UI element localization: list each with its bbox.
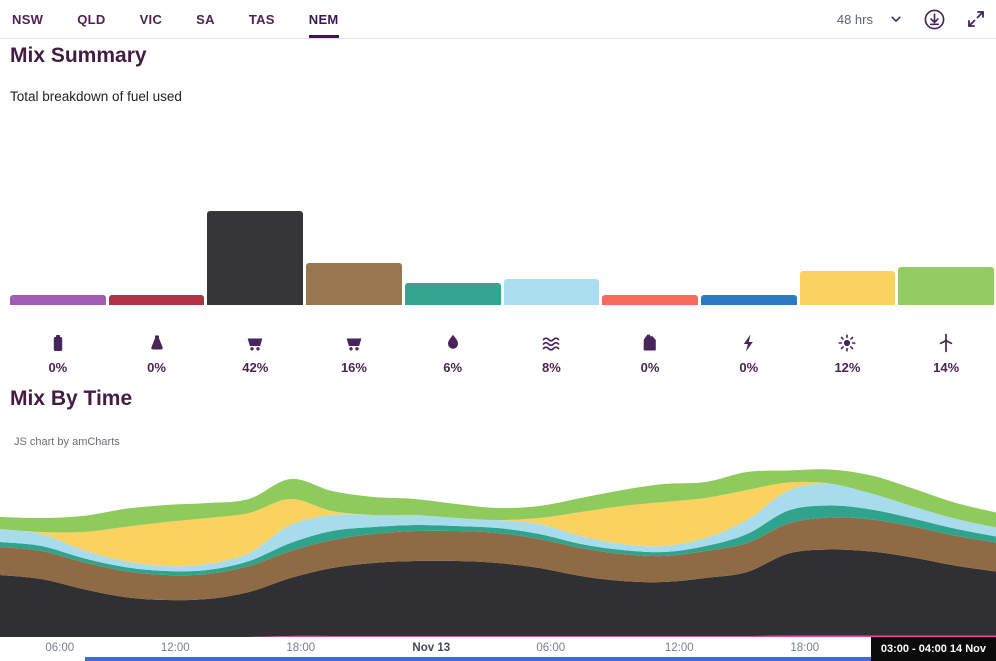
fuel-percent-battery: 0% — [48, 360, 68, 375]
fuel-barwrap — [207, 211, 304, 305]
area-series-hydro[interactable] — [0, 483, 996, 572]
chart-scrollbar[interactable] — [85, 657, 996, 661]
fuel-bar-biomass[interactable] — [108, 295, 205, 305]
water-icon — [541, 333, 561, 353]
fuel-barwrap — [898, 211, 995, 305]
tab-vic[interactable]: VIC — [139, 11, 163, 27]
header: NSW QLD VIC SA TAS NEM 48 hrs — [0, 0, 996, 39]
fuel-bar-liquid-fuel[interactable] — [602, 295, 698, 305]
fuel-bar-gas[interactable] — [404, 283, 501, 305]
coal-cart-icon — [344, 333, 364, 353]
fuel-column-hydro: 8% — [503, 211, 600, 375]
fuel-barwrap — [404, 211, 501, 305]
download-icon — [924, 9, 945, 29]
axis-tick-12-00: 12:00 — [160, 642, 190, 654]
range-selector[interactable]: 48 hrs — [837, 12, 903, 27]
axis-tick-18-00: 18:00 — [286, 642, 316, 654]
fuel-can-icon — [640, 333, 660, 353]
area-series-wind[interactable] — [0, 469, 996, 533]
fuel-column-gas: 6% — [404, 211, 501, 375]
area-series-black-coal[interactable] — [0, 549, 996, 637]
fuel-percent-other: 0% — [739, 360, 759, 375]
fuel-column-battery: 0% — [10, 211, 106, 375]
axis-tick-06-00: 06:00 — [45, 642, 75, 654]
fuel-percent-liquid-fuel: 0% — [640, 360, 660, 375]
fuel-percent-gas: 6% — [443, 360, 463, 375]
fuel-column-liquid-fuel: 0% — [602, 211, 698, 375]
fuel-bar-battery[interactable] — [10, 295, 106, 305]
range-value: 48 hrs — [836, 11, 873, 27]
fuel-percent-hydro: 8% — [541, 360, 561, 375]
fuel-column-brown-coal: 16% — [306, 211, 402, 375]
download-button[interactable] — [923, 8, 946, 31]
fuel-percent-biomass: 0% — [147, 360, 166, 375]
mix-summary-title: Mix Summary — [10, 44, 147, 67]
fuel-column-wind: 14% — [898, 211, 995, 375]
tab-nsw[interactable]: NSW — [12, 11, 44, 27]
header-actions: 48 hrs — [837, 0, 996, 38]
sun-icon — [837, 333, 857, 353]
fuel-percent-solar: 12% — [834, 360, 861, 375]
tab-sa[interactable]: SA — [196, 11, 215, 27]
fuel-barwrap — [306, 211, 402, 305]
fuel-column-black-coal: 42% — [207, 211, 304, 375]
fuel-percent-black-coal: 42% — [242, 360, 269, 375]
fuel-barwrap — [503, 211, 600, 305]
axis-tick-nov-13: Nov 13 — [412, 642, 451, 654]
fuel-barwrap — [108, 211, 205, 305]
fuel-barwrap — [602, 211, 698, 305]
fuel-bar-hydro[interactable] — [503, 279, 600, 305]
turbine-icon — [936, 333, 956, 353]
chevron-down-icon — [891, 16, 901, 22]
flame-icon — [443, 333, 463, 353]
tab-nem[interactable]: NEM — [308, 0, 339, 38]
header-tabs: NSW QLD VIC SA TAS NEM — [0, 0, 339, 38]
fuel-bar-wind[interactable] — [898, 267, 995, 305]
fuel-bar-other[interactable] — [700, 295, 797, 305]
amcharts-watermark[interactable]: JS chart by amCharts — [14, 436, 120, 448]
area-series-solar[interactable] — [0, 481, 996, 567]
fuel-column-biomass: 0% — [108, 211, 205, 375]
fuel-bar-black-coal[interactable] — [207, 211, 304, 305]
mix-by-time-title: Mix By Time — [10, 387, 133, 410]
fuel-column-other: 0% — [700, 211, 797, 375]
fuel-barwrap — [799, 211, 896, 305]
expand-icon — [968, 11, 984, 27]
fuel-column-solar: 12% — [799, 211, 896, 375]
mix-summary-chart: 0% 0% 42% 16% 6% 8% 0% 0% 12% 14% — [10, 211, 995, 375]
tab-qld[interactable]: QLD — [77, 11, 106, 27]
fuel-barwrap — [700, 211, 797, 305]
axis-tick-06-00: 06:00 — [536, 642, 566, 654]
axis-tick-18-00: 18:00 — [790, 642, 820, 654]
expand-button[interactable] — [966, 9, 986, 29]
area-series-battery[interactable] — [0, 635, 996, 637]
bolt-icon — [739, 333, 759, 353]
axis-tick-12-00: 12:00 — [664, 642, 694, 654]
coal-cart-icon — [245, 333, 265, 353]
tab-tas[interactable]: TAS — [248, 11, 275, 27]
flask-icon — [147, 333, 167, 353]
fuel-bar-brown-coal[interactable] — [306, 263, 402, 305]
mix-by-time-chart[interactable] — [0, 457, 996, 637]
area-series-brown-coal[interactable] — [0, 517, 996, 601]
chart-tooltip: 03:00 - 04:00 14 Nov — [870, 637, 996, 661]
fuel-percent-wind: 14% — [933, 360, 960, 375]
fuel-barwrap — [10, 211, 106, 305]
mix-summary-subtitle: Total breakdown of fuel used — [10, 89, 182, 104]
fuel-bar-solar[interactable] — [799, 271, 896, 305]
battery-icon — [48, 333, 68, 353]
fuel-percent-brown-coal: 16% — [340, 360, 367, 375]
